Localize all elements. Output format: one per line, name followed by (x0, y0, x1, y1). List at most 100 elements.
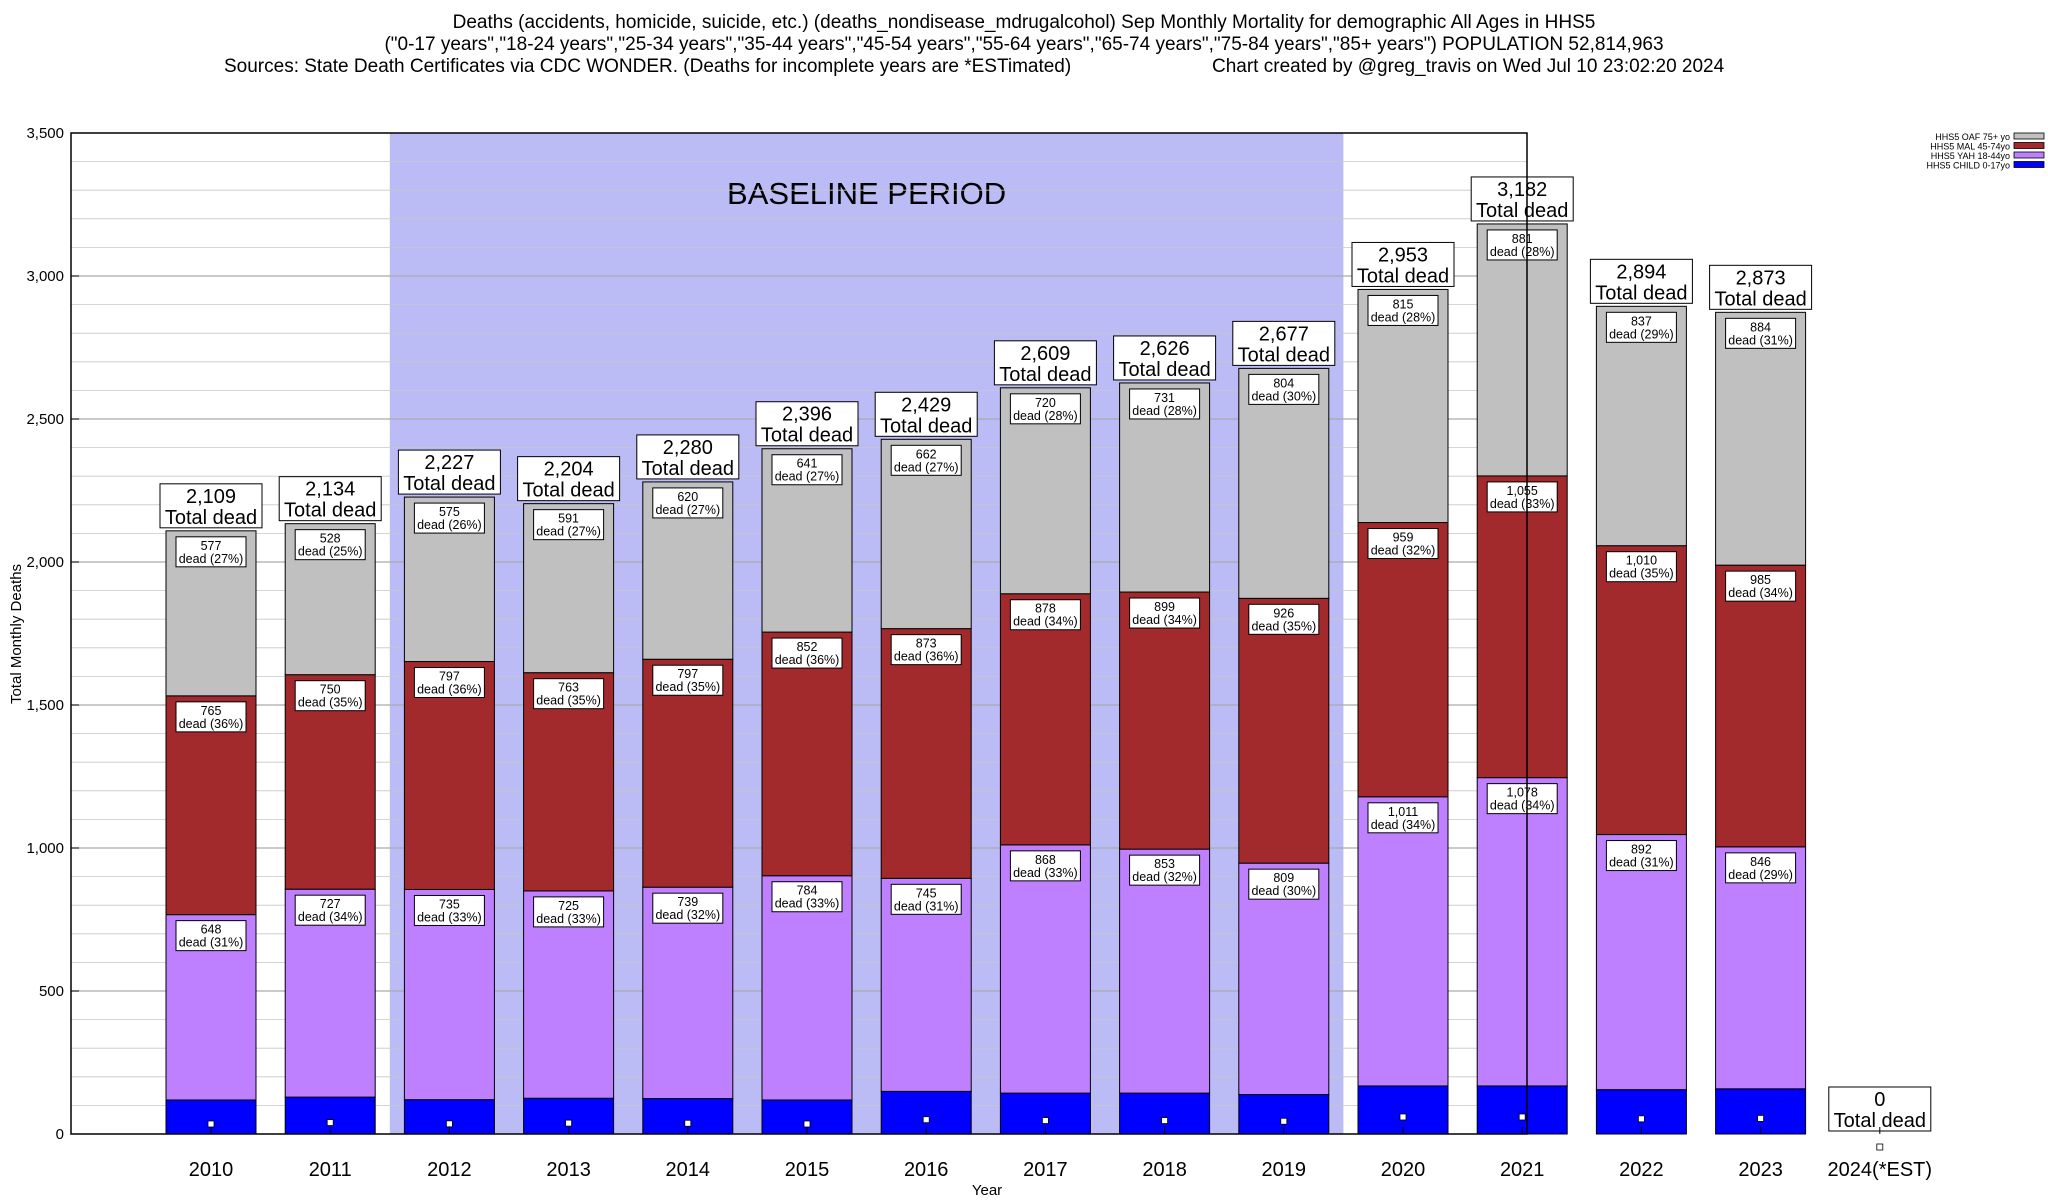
x-tick-label: 2015 (785, 1159, 830, 1181)
total-value: 2,134 (305, 479, 355, 501)
segment-label-value: 959 (1393, 531, 1414, 545)
segment-label-value: 797 (439, 670, 460, 684)
total-label-box (159, 483, 263, 529)
segment-label-box (413, 502, 485, 534)
child-segment-marker (207, 1120, 215, 1128)
child-segment-marker (445, 1120, 453, 1128)
x-tick-label: 2020 (1381, 1159, 1426, 1181)
y-tick-label: 1,500 (26, 697, 64, 714)
segment-label-box (533, 896, 605, 928)
segment-label-value: 884 (1750, 320, 1771, 334)
total-label-box (517, 456, 621, 502)
total-suffix: Total dead (1714, 288, 1806, 310)
segment-label-box (1248, 373, 1320, 405)
segment-label-value: 763 (558, 681, 579, 695)
bar-segment (1595, 305, 1687, 547)
segment-label-value: 809 (1273, 871, 1294, 885)
total-suffix: Total dead (403, 473, 495, 495)
segment-label-value: 725 (558, 899, 579, 913)
segment-label-pct: dead (34%) (298, 910, 363, 924)
chart-title: Deaths (accidents, homicide, suicide, et… (0, 12, 2048, 78)
x-tick-label: 2010 (189, 1159, 234, 1181)
total-suffix: Total dead (1595, 282, 1687, 304)
segment-label-pct: dead (27%) (775, 470, 840, 484)
child-segment-marker (803, 1120, 811, 1128)
segment-label-pct: dead (36%) (417, 683, 482, 697)
legend-label: HHS5 MAL 45-74yo (1930, 142, 2010, 152)
bar-segment (999, 844, 1091, 1094)
y-tick-label: 0 (56, 1126, 64, 1143)
segment-label-pct: dead (33%) (417, 910, 482, 924)
bar-segment (1238, 597, 1330, 864)
segment-label-pct: dead (35%) (536, 694, 601, 708)
x-axis-title: Year (972, 1182, 1002, 1199)
segment-label-value: 815 (1393, 297, 1414, 311)
total-suffix: Total dead (1238, 344, 1330, 366)
bar-segment (1476, 1085, 1568, 1135)
segment-label-pct: dead (33%) (1490, 497, 1555, 511)
total-suffix: Total dead (761, 425, 853, 447)
segment-label-pct: dead (27%) (179, 552, 244, 566)
segment-label-box (1725, 852, 1797, 884)
segment-label-box (652, 664, 724, 696)
y-tick-label: 1,000 (26, 840, 64, 857)
segment-label-value: 720 (1035, 396, 1056, 410)
x-tick-label: 2011 (309, 1159, 352, 1181)
segment-label-pct: dead (31%) (179, 936, 244, 950)
segment-label-box (413, 667, 485, 699)
child-segment-marker (565, 1119, 572, 1127)
segment-label-value: 892 (1631, 843, 1652, 857)
segment-label-pct: dead (25%) (298, 545, 363, 559)
child-segment-marker (922, 1116, 930, 1124)
segment-label-pct: dead (36%) (775, 653, 840, 667)
segment-label-value: 868 (1035, 853, 1056, 867)
segment-label-box (1248, 868, 1320, 900)
total-value: 2,429 (901, 394, 951, 416)
segment-label-value: 648 (201, 923, 222, 937)
segment-label-pct: dead (31%) (1609, 856, 1674, 870)
total-label-box (636, 434, 740, 480)
title-line-2: ("0-17 years","18-24 years","25-34 years… (384, 34, 1664, 55)
child-segment-marker (1280, 1117, 1288, 1125)
total-label-box (1470, 176, 1574, 222)
total-value: 2,204 (544, 459, 594, 481)
child-segment-marker (684, 1119, 692, 1127)
total-label-box (1232, 320, 1336, 366)
x-tick-label: 2018 (1142, 1159, 1187, 1181)
child-segment-marker (1518, 1113, 1526, 1121)
segment-label-pct: dead (28%) (1490, 245, 1555, 259)
x-tick-label: 2023 (1738, 1159, 1783, 1181)
segment-label-value: 797 (677, 667, 698, 681)
segment-label-box (1605, 551, 1677, 583)
segment-label-pct: dead (34%) (1371, 818, 1436, 832)
total-suffix: Total dead (284, 500, 376, 522)
segment-label-pct: dead (31%) (894, 899, 959, 913)
segment-label-value: 985 (1750, 573, 1771, 587)
segment-label-box (175, 920, 247, 952)
segment-label-pct: dead (35%) (655, 680, 720, 694)
total-label-box (1351, 241, 1455, 287)
bar-segment (761, 631, 853, 877)
x-tick-label: 2024(*EST) (1828, 1159, 1933, 1181)
baseline-label: BASELINE PERIOD (727, 176, 1006, 211)
segment-label-box (1129, 854, 1201, 886)
bar-segment (1476, 777, 1568, 1087)
child-segment-marker (1757, 1115, 1764, 1122)
segment-label-pct: dead (36%) (179, 717, 244, 731)
bar-segment (1595, 1089, 1687, 1135)
total-label-box (755, 401, 859, 447)
total-value: 2,396 (782, 404, 832, 426)
segment-label-box (890, 444, 962, 476)
segment-label-box (1486, 229, 1558, 261)
total-suffix: Total dead (1476, 200, 1568, 222)
total-suffix: Total dead (999, 364, 1091, 386)
x-tick-label: 2016 (904, 1159, 949, 1181)
segment-label-value: 846 (1750, 855, 1771, 869)
total-value: 3,182 (1497, 179, 1547, 201)
x-tick-label: 2012 (427, 1159, 472, 1181)
child-segment-marker (1161, 1117, 1168, 1124)
segment-label-pct: dead (34%) (1013, 615, 1078, 629)
bar-segment (403, 661, 495, 890)
x-tick-label: 2022 (1619, 1159, 1664, 1181)
